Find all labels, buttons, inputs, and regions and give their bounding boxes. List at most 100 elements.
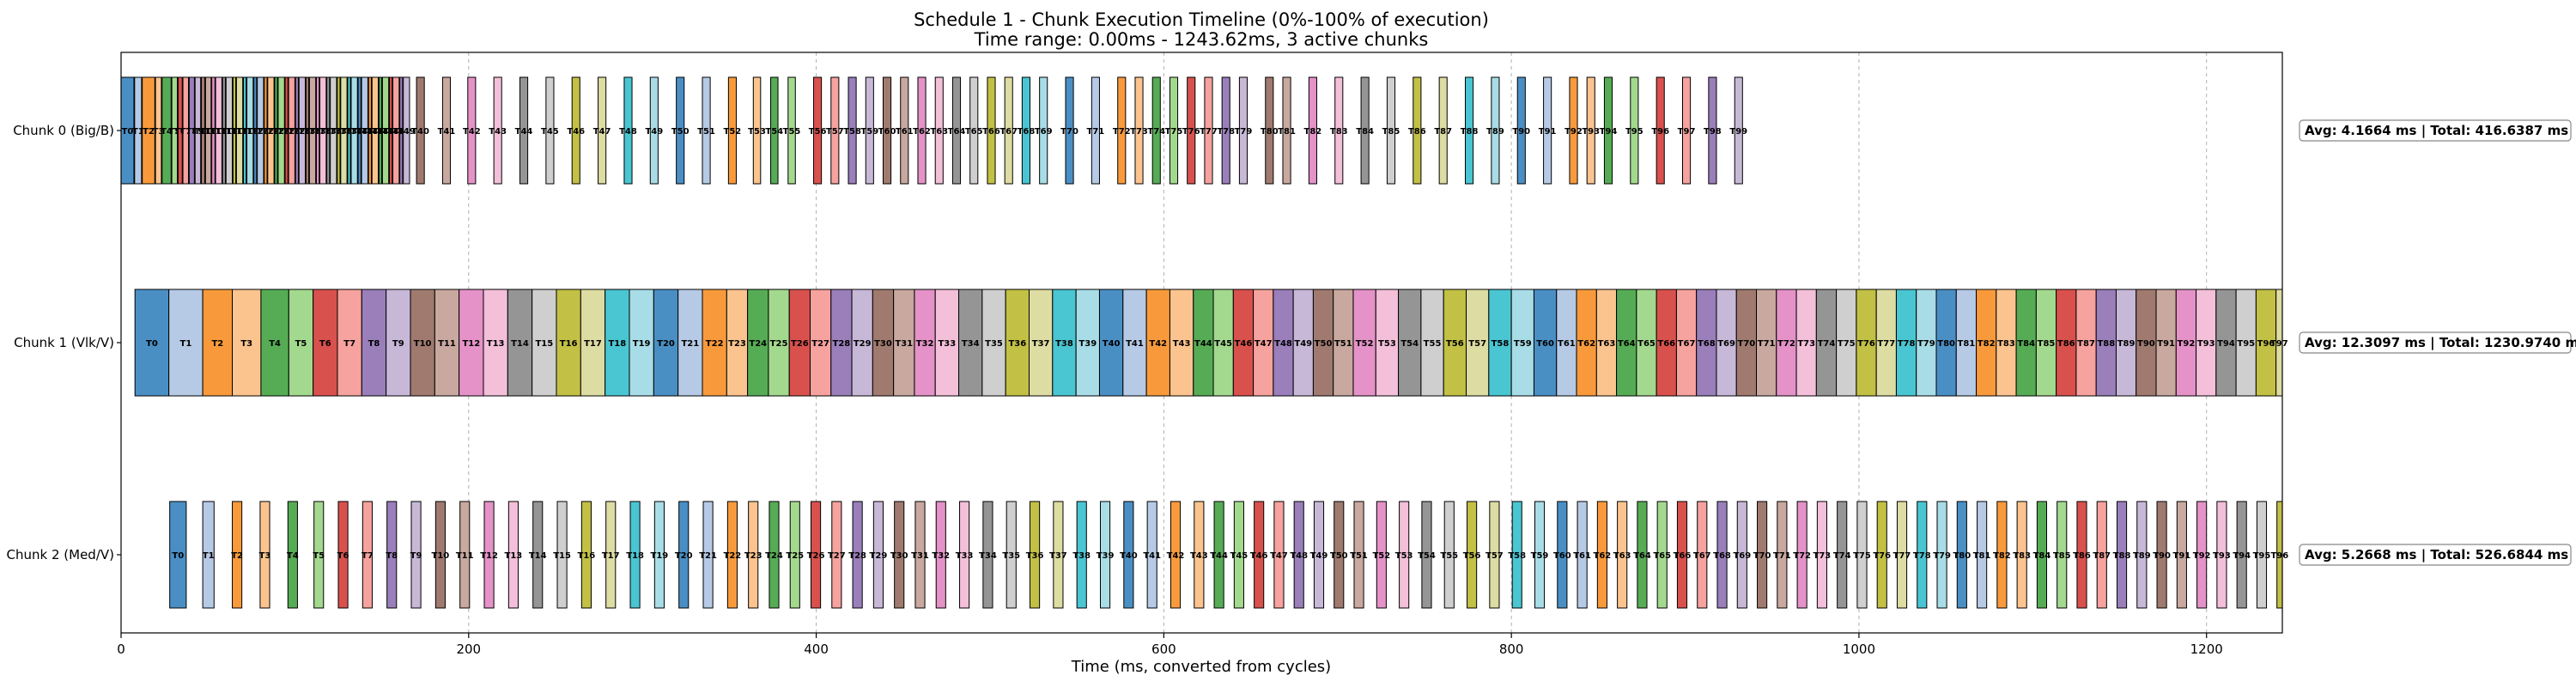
- task-label: T97: [1678, 127, 1696, 137]
- task-bar: [1265, 76, 1274, 185]
- task-bar: [202, 289, 234, 397]
- task-bar: [347, 76, 351, 185]
- stat-box-frame: [2299, 331, 2572, 354]
- task-label: T5: [313, 551, 325, 561]
- task-label: T46: [1250, 551, 1268, 561]
- task-label: T60: [878, 127, 896, 137]
- task-bar: [893, 289, 915, 397]
- task-label: T22: [706, 339, 724, 349]
- task-label: T71: [1087, 127, 1105, 137]
- task-bar: [917, 76, 927, 185]
- task-bar: [1637, 501, 1648, 609]
- chunk-stat-text: Avg: 12.3097 ms | Total: 1230.9740 ms: [2305, 335, 2576, 351]
- task-label: T67: [1693, 551, 1711, 561]
- task-bar: [337, 501, 349, 609]
- task-label: T81: [1278, 127, 1296, 137]
- task-label: T5: [168, 127, 180, 137]
- task-label: T10: [432, 551, 450, 561]
- task-label: T30: [299, 127, 317, 137]
- task-label: T5: [295, 339, 307, 349]
- task-bar: [605, 501, 617, 609]
- task-bar: [305, 76, 310, 185]
- task-label: T82: [1304, 127, 1322, 137]
- task-bar: [545, 76, 555, 185]
- task-bar: [1053, 501, 1064, 609]
- task-bar: [1557, 501, 1568, 609]
- task-bar: [1420, 289, 1444, 397]
- task-label: T88: [2113, 551, 2131, 561]
- task-bar: [194, 76, 202, 185]
- task-bar: [653, 289, 679, 397]
- task-label: T31: [304, 127, 322, 137]
- task-bar: [361, 501, 373, 609]
- task-label: T43: [1190, 551, 1208, 561]
- task-label: T89: [1486, 127, 1504, 137]
- task-label: T1: [203, 551, 215, 561]
- task-label: T60: [1536, 339, 1554, 349]
- x-tick-label: 200: [456, 641, 481, 657]
- task-bar: [1005, 501, 1017, 609]
- task-bar: [1489, 501, 1500, 609]
- task-bar: [1386, 76, 1396, 185]
- task-label: T46: [382, 127, 400, 137]
- task-label: T3: [153, 127, 165, 137]
- task-label: T22: [724, 551, 742, 561]
- task-bar: [2016, 501, 2027, 609]
- task-label: T54: [1418, 551, 1436, 561]
- task-bar: [1065, 76, 1074, 185]
- task-label: T2: [143, 127, 155, 137]
- task-bar: [1039, 76, 1048, 185]
- task-bar: [1360, 76, 1370, 185]
- task-bar: [934, 289, 960, 397]
- task-bar: [1682, 76, 1692, 185]
- task-label: T44: [1210, 551, 1228, 561]
- task-label: T10: [194, 127, 212, 137]
- task-label: T17: [584, 339, 602, 349]
- task-label: T96: [1651, 127, 1669, 137]
- task-label: T47: [387, 127, 405, 137]
- task-label: T2: [211, 339, 223, 349]
- task-label: T77: [1877, 339, 1895, 349]
- task-label: T27: [811, 339, 829, 349]
- task-label: T12: [462, 339, 480, 349]
- task-bar: [532, 289, 557, 397]
- task-bar: [951, 76, 962, 185]
- task-bar: [1134, 76, 1144, 185]
- task-bar: [1030, 501, 1041, 609]
- x-tick-label: 1200: [2190, 641, 2223, 657]
- task-bar: [2216, 501, 2227, 609]
- task-bar: [392, 76, 400, 185]
- task-bar: [168, 289, 204, 397]
- task-label: T8: [386, 551, 398, 561]
- task-label: T14: [215, 127, 233, 137]
- task-label: T19: [241, 127, 259, 137]
- task-bar: [1282, 76, 1291, 185]
- task-bar: [831, 501, 842, 609]
- task-label: T44: [372, 127, 390, 137]
- task-label: T87: [2077, 339, 2095, 349]
- task-label: T57: [1468, 339, 1486, 349]
- task-label: T77: [1200, 127, 1218, 137]
- task-label: T63: [1598, 339, 1616, 349]
- task-label: T60: [1553, 551, 1571, 561]
- task-label: T79: [1917, 339, 1935, 349]
- task-label: T0: [172, 551, 184, 561]
- task-label: T83: [1330, 127, 1348, 137]
- task-bar: [459, 501, 471, 609]
- task-bar: [357, 76, 361, 185]
- task-bar: [201, 76, 206, 185]
- task-label: T90: [2153, 551, 2171, 561]
- task-bar: [1837, 501, 1848, 609]
- task-label: T41: [438, 127, 456, 137]
- task-bar: [371, 76, 380, 185]
- task-bar: [653, 501, 665, 609]
- task-label: T28: [288, 127, 306, 137]
- task-bar: [1123, 501, 1134, 609]
- task-label: T36: [1008, 339, 1026, 349]
- task-label: T6: [319, 339, 331, 349]
- task-bar: [381, 76, 390, 185]
- task-bar: [493, 76, 502, 185]
- task-label: T56: [1463, 551, 1481, 561]
- task-label: T16: [226, 127, 244, 137]
- task-bar: [287, 501, 298, 609]
